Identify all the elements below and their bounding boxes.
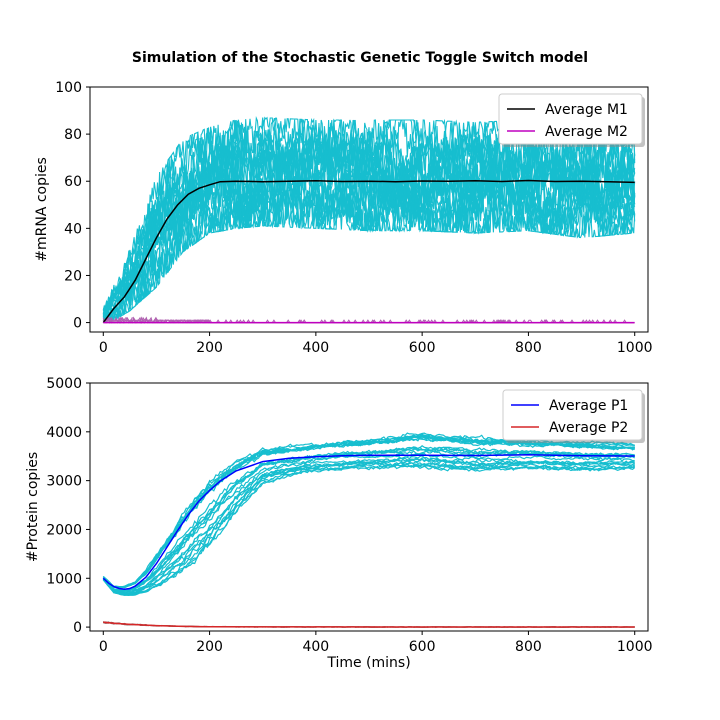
x-tick-label: 200: [196, 639, 223, 655]
x-tick-label: 800: [515, 639, 542, 655]
y-tick-label: 0: [73, 316, 82, 332]
trajectory-line: [102, 457, 635, 593]
legend-label: Average M2: [545, 124, 628, 140]
x-tick-label: 200: [196, 340, 223, 356]
trajectory-line: [102, 129, 636, 318]
trajectory-traces: [102, 116, 636, 324]
y-tick-label: 100: [55, 80, 82, 96]
series-line-average-m1: [102, 179, 635, 324]
x-tick-label: 600: [409, 639, 436, 655]
trajectory-line: [102, 433, 636, 588]
y-tick-label: 20: [64, 268, 82, 284]
trajectory-line: [102, 461, 635, 595]
y-tick-label: 80: [64, 127, 82, 143]
trajectory-line: [102, 462, 635, 597]
y-tick-label: 2000: [46, 522, 82, 538]
trajectory-line: [102, 119, 636, 314]
y-tick-label: 3000: [46, 474, 82, 490]
plot-area: [102, 116, 636, 324]
series-line-average-p2: [103, 621, 635, 628]
trajectory-line: [102, 452, 635, 593]
axes-frame: [89, 86, 649, 333]
y-axis-label: #mRNA copies: [34, 157, 50, 262]
x-tick-label: 0: [99, 340, 108, 356]
figure-title: Simulation of the Stochastic Genetic Tog…: [132, 50, 588, 66]
trajectory-line: [102, 461, 635, 595]
x-tick-label: 400: [302, 340, 329, 356]
y-tick-label: 40: [64, 221, 82, 237]
y-tick-label: 4000: [46, 425, 82, 441]
x-tick-label: 1000: [617, 340, 653, 356]
trajectory-line: [102, 445, 635, 592]
y-tick-label: 0: [73, 620, 82, 636]
trajectory-line: [102, 450, 636, 592]
legend-label: Average M1: [545, 102, 628, 118]
legend-label: Average P1: [549, 398, 628, 414]
protein-subplot: 0 200 400 600 800 1000 0 1000 2000 3000 4000 5000 #P…: [25, 376, 653, 671]
y-axis-label: #Protein copies: [25, 452, 41, 562]
x-tick-label: 1000: [617, 639, 653, 655]
trajectory-line: [102, 146, 636, 320]
axes-frame: [89, 382, 649, 632]
legend: Average P1 Average P2: [502, 389, 645, 443]
x-tick-label: 0: [99, 639, 108, 655]
trajectory-line: [102, 457, 636, 593]
x-axis-label: Time (mins): [326, 655, 410, 671]
legend: Average M1 Average M2: [498, 93, 645, 147]
y-tick-label: 5000: [46, 376, 82, 392]
y-tick-label: 60: [64, 174, 82, 190]
legend-label: Average P2: [549, 420, 628, 436]
x-tick-label: 800: [515, 340, 542, 356]
mrna-subplot: 0 200 400 600 800 1000 0 20 40 60 80 100 #mRNA copie…: [34, 80, 653, 356]
y-tick-label: 1000: [46, 571, 82, 587]
plot-area: [102, 432, 636, 628]
x-tick-label: 600: [409, 340, 436, 356]
trajectory-line: [102, 463, 636, 596]
series-line-average-p1: [102, 454, 635, 591]
x-tick-label: 400: [302, 639, 329, 655]
